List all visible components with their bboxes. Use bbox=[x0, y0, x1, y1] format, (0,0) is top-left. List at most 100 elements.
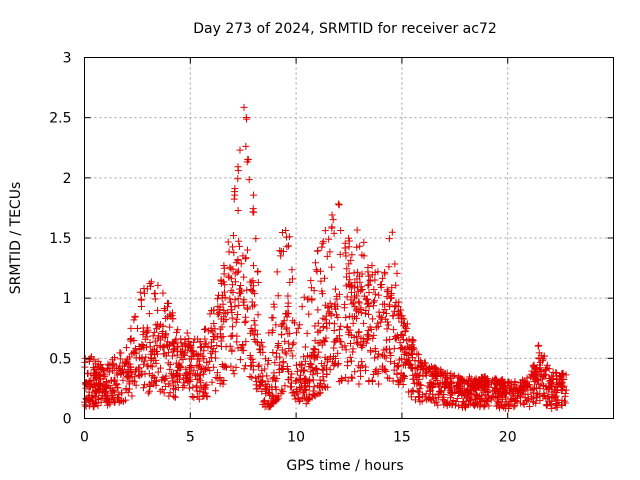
data-point bbox=[277, 364, 285, 372]
data-point bbox=[409, 345, 417, 353]
data-point bbox=[204, 363, 212, 371]
data-point bbox=[279, 319, 287, 327]
data-point bbox=[545, 365, 553, 373]
data-point bbox=[237, 260, 245, 268]
data-point bbox=[455, 372, 463, 380]
data-point bbox=[255, 361, 263, 369]
data-point bbox=[308, 284, 316, 292]
data-point bbox=[383, 286, 391, 294]
data-point bbox=[305, 310, 313, 318]
data-point bbox=[464, 379, 472, 387]
data-point bbox=[513, 386, 521, 394]
data-point bbox=[214, 291, 222, 299]
data-point bbox=[382, 309, 390, 317]
data-point bbox=[542, 401, 550, 409]
data-point bbox=[109, 360, 117, 368]
data-point bbox=[194, 363, 202, 371]
data-point bbox=[273, 396, 281, 404]
data-point bbox=[300, 353, 308, 361]
data-point bbox=[293, 361, 301, 369]
data-point bbox=[108, 376, 116, 384]
data-point bbox=[274, 392, 282, 400]
data-point bbox=[354, 338, 362, 346]
data-point bbox=[224, 238, 232, 246]
data-point bbox=[84, 369, 92, 377]
data-point bbox=[533, 389, 541, 397]
data-point bbox=[334, 200, 342, 208]
data-point bbox=[186, 362, 194, 370]
data-point bbox=[234, 310, 242, 318]
data-point bbox=[340, 304, 348, 312]
data-point bbox=[150, 328, 158, 336]
data-point bbox=[231, 303, 239, 311]
data-point bbox=[110, 396, 118, 404]
data-point bbox=[374, 268, 382, 276]
data-point bbox=[390, 326, 398, 334]
data-point bbox=[307, 360, 315, 368]
data-point bbox=[242, 254, 250, 262]
data-point bbox=[233, 268, 241, 276]
data-point bbox=[232, 363, 240, 371]
data-point bbox=[404, 358, 412, 366]
data-point bbox=[394, 362, 402, 370]
data-point bbox=[301, 357, 309, 365]
data-point bbox=[549, 393, 557, 401]
data-point bbox=[471, 399, 479, 407]
data-point bbox=[360, 238, 368, 246]
data-point bbox=[109, 367, 117, 375]
data-point bbox=[347, 256, 355, 264]
data-point bbox=[369, 334, 377, 342]
y-tick-label: 1.5 bbox=[49, 231, 71, 247]
data-point bbox=[284, 292, 292, 300]
data-point bbox=[501, 383, 509, 391]
data-point bbox=[375, 380, 383, 388]
data-point bbox=[416, 381, 424, 389]
data-point bbox=[478, 397, 486, 405]
data-point bbox=[269, 314, 277, 322]
data-point bbox=[256, 346, 264, 354]
data-point bbox=[169, 346, 177, 354]
data-point bbox=[313, 267, 321, 275]
data-point bbox=[342, 249, 350, 257]
data-point bbox=[250, 191, 258, 199]
data-point bbox=[148, 378, 156, 386]
data-point bbox=[213, 369, 221, 377]
data-point bbox=[539, 372, 547, 380]
data-point bbox=[560, 382, 568, 390]
data-point bbox=[341, 342, 349, 350]
data-point bbox=[137, 295, 145, 303]
data-point bbox=[146, 280, 154, 288]
data-point bbox=[242, 338, 250, 346]
data-point bbox=[149, 332, 157, 340]
data-point bbox=[386, 336, 394, 344]
data-point bbox=[442, 400, 450, 408]
data-point bbox=[368, 271, 376, 279]
data-point bbox=[281, 337, 289, 345]
data-point bbox=[272, 321, 280, 329]
data-point bbox=[246, 351, 254, 359]
data-point bbox=[236, 285, 244, 293]
data-point bbox=[145, 310, 153, 318]
data-point bbox=[148, 371, 156, 379]
data-point bbox=[447, 383, 455, 391]
x-tick-label: 15 bbox=[393, 430, 411, 446]
data-point bbox=[332, 305, 340, 313]
data-point bbox=[117, 369, 125, 377]
data-point bbox=[530, 375, 538, 383]
data-point bbox=[190, 393, 198, 401]
data-point bbox=[536, 358, 544, 366]
data-point bbox=[362, 295, 370, 303]
data-point bbox=[288, 266, 296, 274]
data-point bbox=[326, 366, 334, 374]
data-point bbox=[286, 330, 294, 338]
data-point bbox=[454, 394, 462, 402]
data-point bbox=[231, 296, 239, 304]
data-point bbox=[329, 216, 337, 224]
data-point bbox=[103, 382, 111, 390]
data-point bbox=[156, 336, 164, 344]
data-point bbox=[264, 360, 272, 368]
data-point bbox=[379, 300, 387, 308]
data-point bbox=[358, 362, 366, 370]
data-point bbox=[549, 368, 557, 376]
data-point bbox=[285, 345, 293, 353]
